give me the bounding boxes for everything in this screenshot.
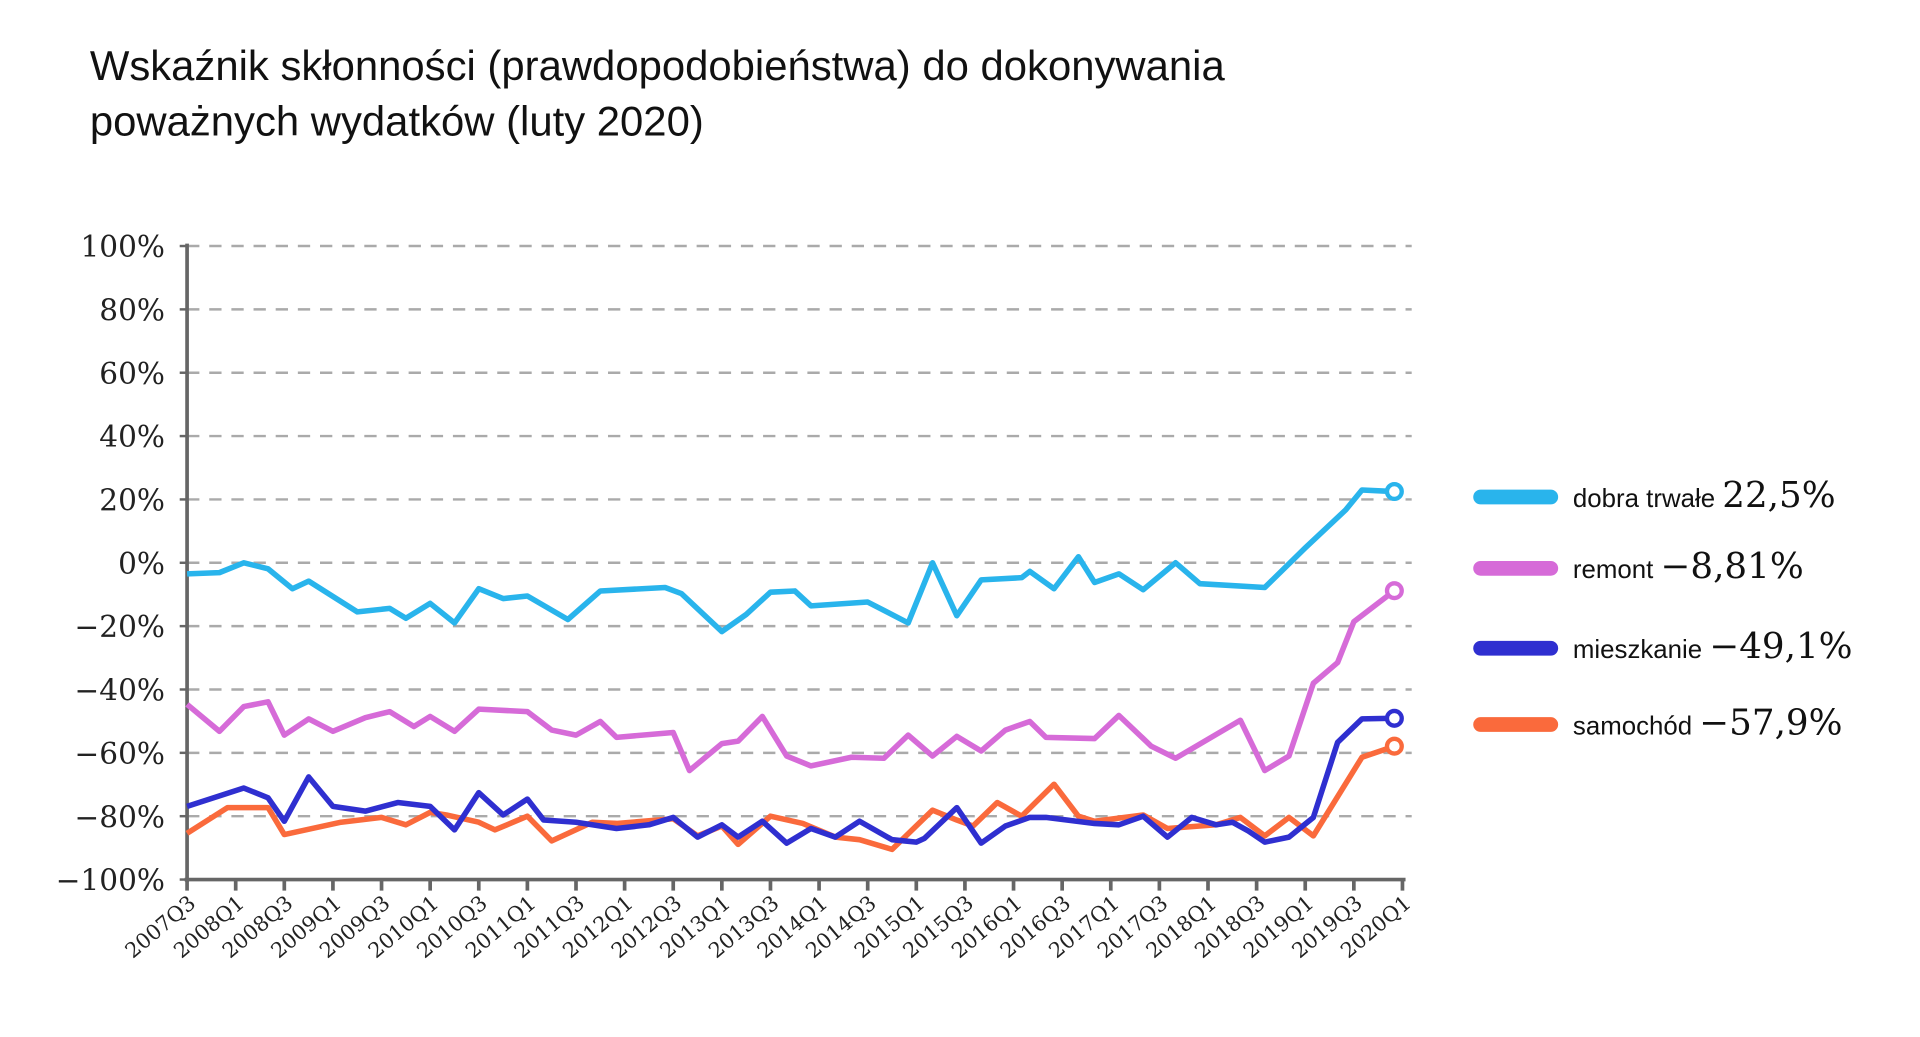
legend-item: remont −8,81% — [1473, 546, 1804, 587]
legend-entry: mieszkanie −49,1% — [1573, 626, 1853, 667]
series-line-2 — [186, 715, 1395, 846]
y-tick-label: −40% — [75, 674, 165, 708]
y-tick-label: −80% — [75, 800, 165, 834]
y-tick-label: 40% — [99, 420, 165, 454]
legend-label: samochód — [1573, 712, 1699, 740]
chart-title-line-2: poważnych wydatków (luty 2020) — [90, 97, 704, 144]
legend-value: −49,1% — [1709, 626, 1852, 667]
y-tick-label: −20% — [75, 610, 165, 644]
legend-value: −8,81% — [1661, 546, 1804, 587]
end-point-marker — [1384, 736, 1404, 756]
y-tick-label: 60% — [99, 357, 165, 391]
legend-value: −57,9% — [1699, 702, 1842, 743]
legend-label: remont — [1573, 556, 1661, 584]
y-axis-ticks: 100% 80% 60% 40% 20% 0% −20% −40% −60% −80% −100% — [56, 230, 188, 898]
legend-item: mieszkanie −49,1% — [1473, 626, 1853, 667]
legend-item: samochód −57,9% — [1473, 702, 1843, 743]
y-tick-label: 20% — [99, 484, 165, 518]
legend-entry: remont −8,81% — [1573, 546, 1804, 587]
series-lines — [185, 481, 1404, 853]
legend-item: dobra trwałe 22,5% — [1473, 475, 1836, 516]
series-line-0 — [186, 487, 1395, 635]
y-tick-label: 0% — [118, 547, 165, 581]
series-line-1 — [185, 588, 1397, 774]
y-tick-label: 80% — [99, 293, 165, 327]
x-axis-ticks: 2007Q32008Q12008Q32009Q12009Q32010Q12010… — [121, 879, 1416, 963]
y-tick-label: −100% — [56, 864, 165, 898]
chart-title-line-1: Wskaźnik skłonności (prawdopodobieństwa)… — [90, 42, 1226, 89]
end-point-marker — [1384, 581, 1404, 601]
y-tick-label: −60% — [75, 737, 165, 771]
end-point-marker — [1384, 708, 1404, 728]
legend-value: 22,5% — [1722, 475, 1835, 516]
legend-entry: dobra trwałe 22,5% — [1573, 475, 1836, 516]
end-point-marker — [1384, 481, 1404, 502]
legend-entry: samochód −57,9% — [1573, 702, 1843, 743]
legend-label: mieszkanie — [1573, 636, 1709, 664]
gridlines — [187, 244, 1412, 818]
y-tick-label: 100% — [81, 230, 165, 264]
legend: dobra trwałe 22,5% remont −8,81% mieszkani… — [1473, 475, 1853, 743]
legend-label: dobra trwałe — [1573, 485, 1722, 513]
series-line-3 — [185, 743, 1396, 853]
